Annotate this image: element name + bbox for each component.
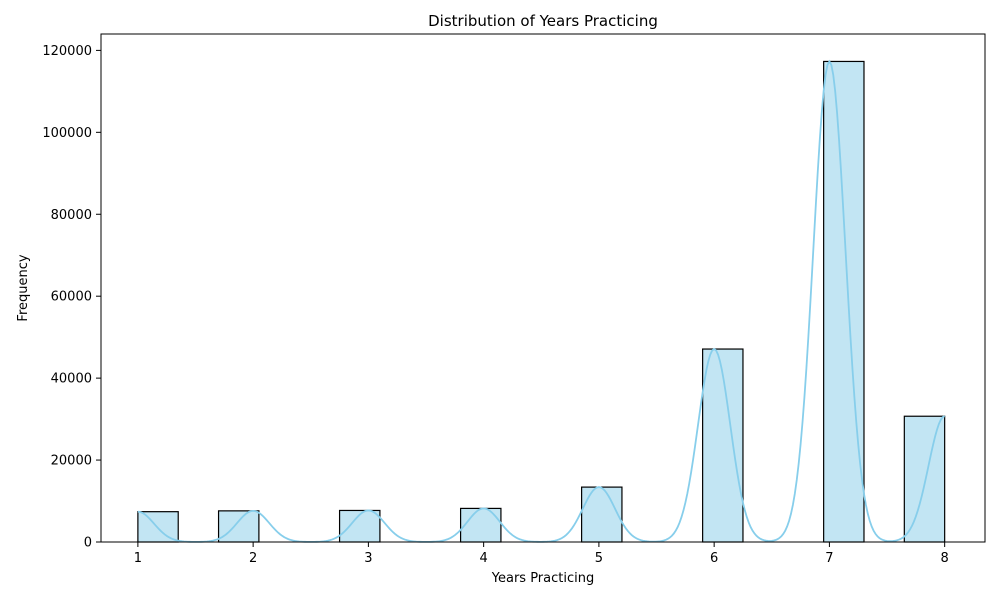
chart-title: Distribution of Years Practicing xyxy=(428,12,658,30)
y-axis: 0 20000 40000 60000 80000 100000 120000 xyxy=(42,44,101,551)
histogram-bar xyxy=(217,510,260,543)
y-tick-label: 120000 xyxy=(42,44,92,59)
x-tick-label: 6 xyxy=(710,551,718,566)
histogram-bar xyxy=(903,415,946,543)
y-tick-label: 80000 xyxy=(51,208,92,223)
x-tick-label: 8 xyxy=(941,551,949,566)
histogram-bar xyxy=(823,60,865,543)
x-axis: 1 2 3 4 5 6 7 8 xyxy=(134,542,949,566)
x-tick-label: 2 xyxy=(249,551,257,566)
y-tick-label: 40000 xyxy=(51,372,92,387)
plot-frame xyxy=(100,33,986,543)
x-tick-label: 4 xyxy=(480,551,488,566)
histogram-bar xyxy=(702,348,744,543)
x-axis-label: Years Practicing xyxy=(491,571,594,586)
x-tick-label: 7 xyxy=(825,551,833,566)
bars-layer xyxy=(137,60,946,543)
histogram-bar xyxy=(581,486,623,543)
y-tick-label: 100000 xyxy=(42,126,92,141)
y-tick-label: 60000 xyxy=(51,290,92,305)
y-axis-label: Frequency xyxy=(16,254,31,321)
x-tick-label: 5 xyxy=(595,551,603,566)
y-tick-label: 0 xyxy=(84,536,92,551)
histogram-bar xyxy=(459,507,502,543)
y-tick-label: 20000 xyxy=(51,454,92,469)
x-tick-label: 1 xyxy=(134,551,142,566)
x-tick-label: 3 xyxy=(364,551,372,566)
